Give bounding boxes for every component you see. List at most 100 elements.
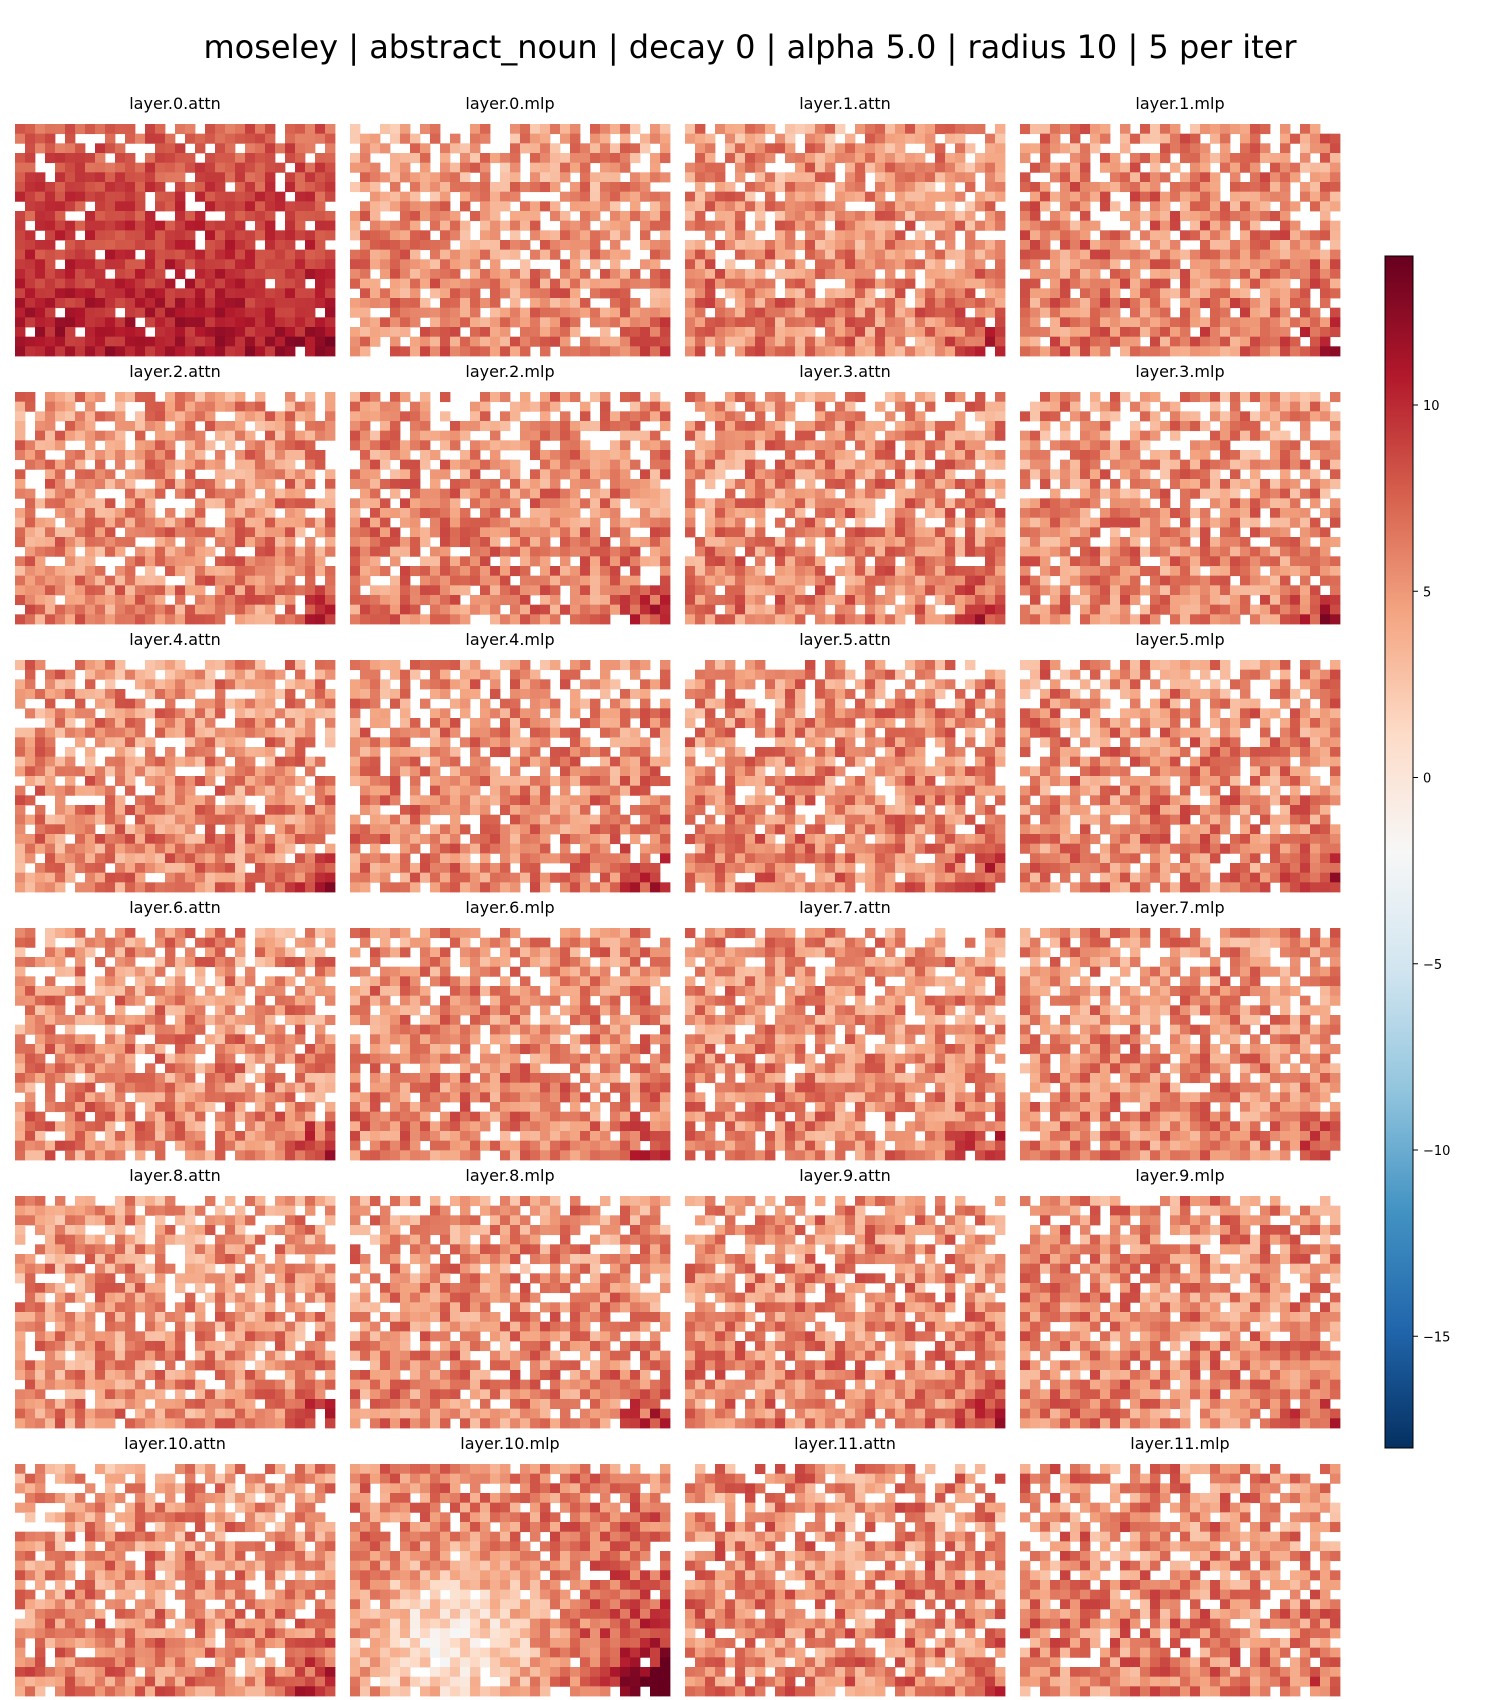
heatmap-cell [1150, 566, 1161, 577]
heatmap-cell [305, 566, 316, 577]
heatmap-cell [490, 517, 501, 528]
heatmap-cell [185, 479, 196, 490]
heatmap-cell [1110, 298, 1121, 309]
heatmap-cell [325, 508, 336, 519]
heatmap-cell [835, 307, 846, 318]
heatmap-cell [490, 450, 501, 461]
heatmap-cell [165, 556, 176, 567]
heatmap-cell [85, 211, 96, 222]
heatmap-cell [165, 346, 176, 357]
heatmap-cell [205, 595, 216, 606]
heatmap-cell [245, 459, 256, 470]
heatmap-cell [1240, 249, 1251, 260]
heatmap-cell [685, 392, 696, 403]
heatmap-cell [360, 298, 371, 309]
heatmap-cell [620, 220, 631, 231]
heatmap-cell [1300, 327, 1311, 338]
heatmap-cell [1220, 153, 1231, 164]
heatmap-cell [45, 153, 56, 164]
heatmap-cell [490, 182, 501, 193]
heatmap-cell [440, 440, 451, 451]
heatmap-cell [1260, 172, 1271, 183]
heatmap-cell [915, 124, 926, 135]
heatmap-cell [195, 479, 206, 490]
heatmap-cell [785, 469, 796, 480]
heatmap-cell [865, 546, 876, 557]
heatmap-cell [825, 411, 836, 422]
heatmap-cell [470, 162, 481, 173]
heatmap-cell [500, 220, 511, 231]
heatmap-cell [15, 172, 26, 183]
heatmap-cell [1300, 278, 1311, 289]
heatmap-cell [660, 278, 671, 289]
heatmap-cell [255, 517, 266, 528]
heatmap-cell [195, 278, 206, 289]
heatmap-cell [35, 211, 46, 222]
heatmap-cell [400, 346, 411, 357]
heatmap-cell [735, 430, 746, 441]
heatmap-cell [660, 527, 671, 538]
heatmap-cell [1250, 392, 1261, 403]
heatmap-cell [660, 288, 671, 299]
heatmap-cell [1300, 153, 1311, 164]
heatmap-cell [235, 595, 246, 606]
heatmap-cell [650, 527, 661, 538]
heatmap-cell [755, 259, 766, 270]
heatmap-cell [245, 182, 256, 193]
heatmap-cell [1200, 211, 1211, 222]
heatmap-cell [450, 288, 461, 299]
heatmap-cell [685, 240, 696, 251]
heatmap-cell [865, 220, 876, 231]
heatmap-cell [205, 288, 216, 299]
heatmap-cell [285, 124, 296, 135]
heatmap-cell [985, 411, 996, 422]
heatmap-cell [35, 346, 46, 357]
heatmap-cell [275, 614, 286, 625]
heatmap-cell [430, 182, 441, 193]
heatmap-cell [460, 488, 471, 499]
heatmap-cell [815, 595, 826, 606]
heatmap-cell [530, 153, 541, 164]
heatmap-cell [735, 288, 746, 299]
heatmap-cell [65, 201, 76, 212]
heatmap-cell [1140, 440, 1151, 451]
heatmap-cell [735, 566, 746, 577]
heatmap-cell [45, 336, 56, 347]
heatmap-cell [350, 604, 361, 615]
heatmap-cell [490, 317, 501, 328]
heatmap-cell [1170, 220, 1181, 231]
heatmap-cell [255, 124, 266, 135]
heatmap-cell [550, 230, 561, 241]
heatmap-cell [1080, 517, 1091, 528]
heatmap-cell [945, 211, 956, 222]
heatmap-cell [715, 201, 726, 212]
heatmap-cell [115, 450, 126, 461]
heatmap-cell [1130, 298, 1141, 309]
heatmap-cell [325, 162, 336, 173]
heatmap-cell [1190, 411, 1201, 422]
heatmap-cell [15, 527, 26, 538]
heatmap-cell [560, 307, 571, 318]
heatmap-cell [360, 401, 371, 412]
heatmap-cell [945, 336, 956, 347]
heatmap-cell [915, 230, 926, 241]
heatmap-cell [165, 336, 176, 347]
heatmap-cell [600, 459, 611, 470]
heatmap-cell [440, 182, 451, 193]
heatmap-cell [985, 459, 996, 470]
heatmap-cell [125, 392, 136, 403]
heatmap-cell [125, 517, 136, 528]
heatmap-cell [410, 249, 421, 260]
heatmap-cell [500, 327, 511, 338]
heatmap-cell [785, 537, 796, 548]
heatmap-cell [1130, 469, 1141, 480]
heatmap-cell [245, 537, 256, 548]
heatmap-cell [1150, 249, 1161, 260]
heatmap-cell [315, 421, 326, 432]
heatmap-cell [1290, 556, 1301, 567]
heatmap-cell [695, 585, 706, 596]
heatmap-cell [1040, 133, 1051, 144]
heatmap-cell [265, 604, 276, 615]
heatmap-cell [925, 259, 936, 270]
heatmap-cell [1020, 259, 1031, 270]
